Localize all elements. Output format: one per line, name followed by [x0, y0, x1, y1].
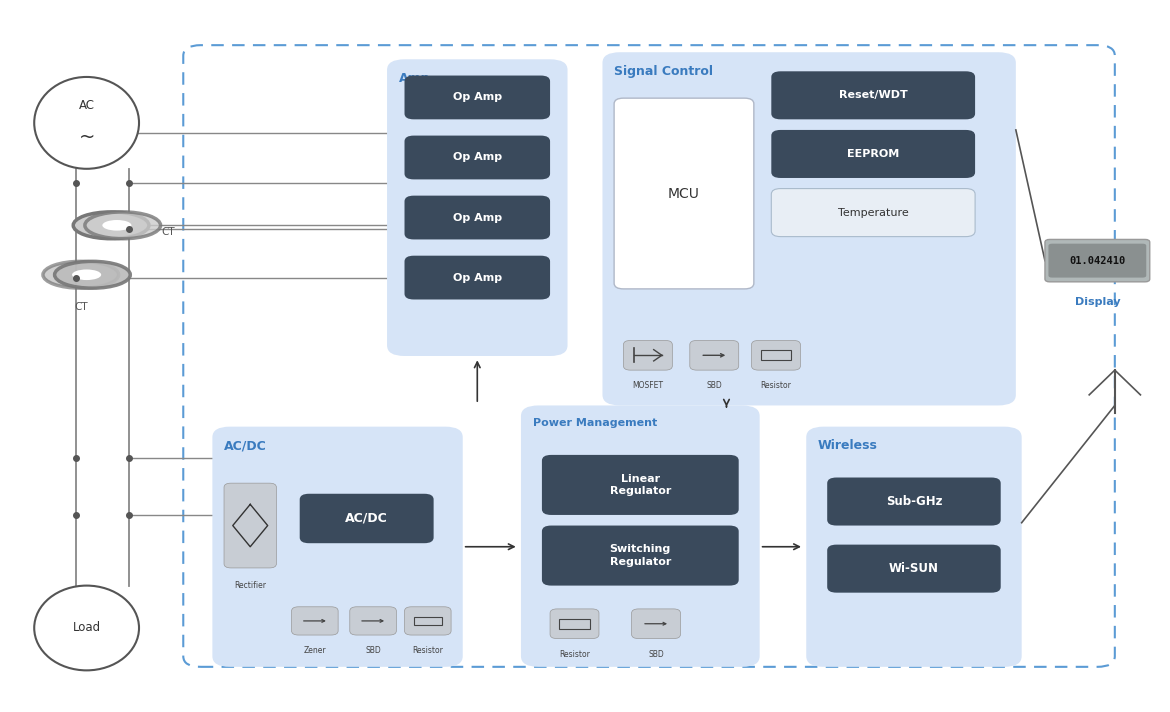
Text: Rectifier: Rectifier	[234, 581, 267, 590]
Ellipse shape	[55, 261, 130, 288]
Text: MCU: MCU	[668, 187, 700, 201]
Text: SBD: SBD	[648, 650, 663, 659]
Text: Display: Display	[1074, 298, 1120, 308]
FancyBboxPatch shape	[751, 340, 800, 370]
Text: Op Amp: Op Amp	[453, 152, 502, 162]
FancyBboxPatch shape	[827, 478, 1000, 525]
Text: Resistor: Resistor	[412, 646, 443, 655]
Text: Linear
Regulator: Linear Regulator	[610, 473, 672, 496]
Text: SBD: SBD	[707, 382, 722, 390]
Ellipse shape	[43, 261, 118, 288]
Text: EEPROM: EEPROM	[847, 149, 900, 159]
FancyBboxPatch shape	[542, 455, 738, 515]
Ellipse shape	[74, 212, 149, 239]
FancyBboxPatch shape	[771, 71, 975, 120]
FancyBboxPatch shape	[223, 483, 276, 568]
FancyBboxPatch shape	[213, 426, 462, 667]
Text: CT: CT	[161, 227, 174, 237]
FancyBboxPatch shape	[771, 189, 975, 236]
FancyBboxPatch shape	[405, 196, 550, 239]
FancyBboxPatch shape	[521, 405, 759, 667]
Text: Resistor: Resistor	[559, 650, 590, 659]
Ellipse shape	[73, 269, 101, 280]
FancyBboxPatch shape	[387, 59, 567, 356]
Ellipse shape	[102, 220, 131, 231]
FancyBboxPatch shape	[405, 135, 550, 179]
Text: Sub-GHz: Sub-GHz	[886, 495, 942, 508]
Text: Op Amp: Op Amp	[453, 273, 502, 283]
FancyBboxPatch shape	[1045, 239, 1150, 282]
Text: Amp: Amp	[399, 72, 431, 85]
FancyBboxPatch shape	[771, 130, 975, 178]
FancyBboxPatch shape	[603, 52, 1016, 405]
FancyBboxPatch shape	[405, 75, 550, 120]
Text: Signal Control: Signal Control	[614, 65, 713, 78]
FancyBboxPatch shape	[1048, 244, 1147, 278]
FancyBboxPatch shape	[614, 98, 753, 289]
FancyBboxPatch shape	[624, 340, 673, 370]
FancyBboxPatch shape	[632, 609, 681, 639]
Text: Op Amp: Op Amp	[453, 93, 502, 103]
FancyBboxPatch shape	[405, 607, 452, 635]
Text: AC: AC	[78, 99, 95, 112]
Text: MOSFET: MOSFET	[632, 382, 663, 390]
FancyBboxPatch shape	[405, 256, 550, 300]
Ellipse shape	[34, 585, 139, 671]
FancyBboxPatch shape	[542, 525, 738, 585]
Text: Temperature: Temperature	[838, 208, 909, 218]
FancyBboxPatch shape	[350, 607, 397, 635]
FancyBboxPatch shape	[827, 545, 1000, 592]
Ellipse shape	[85, 212, 160, 239]
Text: Op Amp: Op Amp	[453, 213, 502, 223]
Text: ~: ~	[78, 127, 95, 147]
Text: 01.042410: 01.042410	[1069, 256, 1126, 266]
Text: Load: Load	[73, 622, 101, 634]
Ellipse shape	[34, 77, 139, 169]
Text: Resistor: Resistor	[760, 382, 791, 390]
Text: SBD: SBD	[365, 646, 381, 655]
Text: Zener: Zener	[303, 646, 326, 655]
FancyBboxPatch shape	[300, 493, 434, 543]
FancyBboxPatch shape	[806, 426, 1021, 667]
FancyBboxPatch shape	[690, 340, 738, 370]
Text: Power Management: Power Management	[532, 418, 656, 428]
FancyBboxPatch shape	[550, 609, 599, 639]
Text: Wireless: Wireless	[818, 439, 878, 452]
Text: AC/DC: AC/DC	[223, 439, 267, 452]
FancyBboxPatch shape	[291, 607, 338, 635]
Text: Reset/WDT: Reset/WDT	[839, 90, 908, 100]
Text: AC/DC: AC/DC	[345, 512, 388, 525]
Text: Wi-SUN: Wi-SUN	[889, 562, 940, 575]
Text: CT: CT	[74, 302, 88, 312]
Text: Switching
Regulator: Switching Regulator	[610, 545, 672, 567]
